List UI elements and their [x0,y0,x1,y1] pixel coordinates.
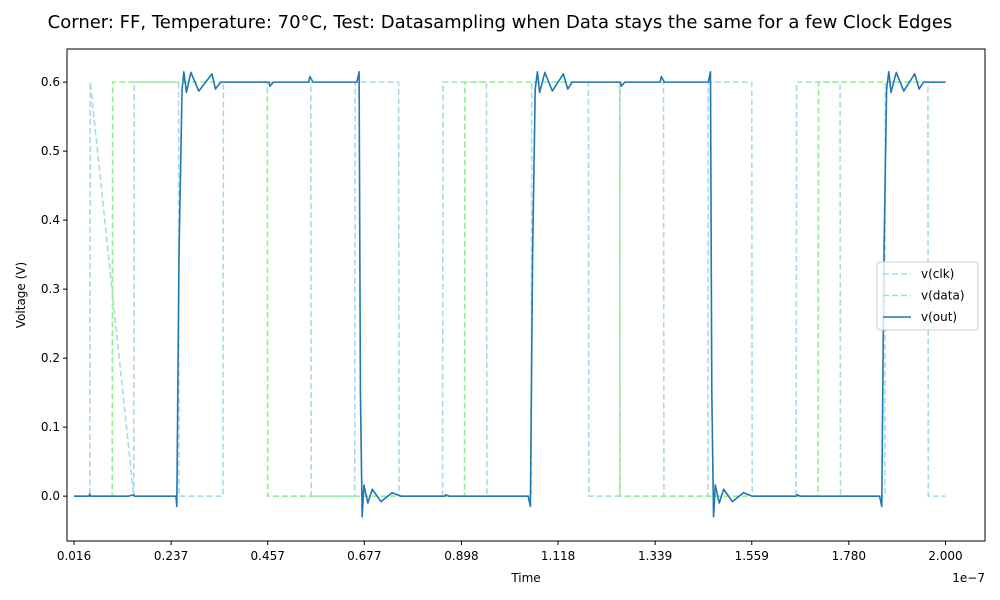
x-tick-label: 1.339 [638,549,672,563]
y-tick-label: 0.3 [41,282,60,296]
legend-label: v(out) [921,310,957,324]
legend-label: v(clk) [921,267,954,281]
x-tick-label: 2.000 [928,549,962,563]
x-tick-label: 0.677 [347,549,381,563]
x-axis-label: Time [510,571,540,585]
chart-title: Corner: FF, Temperature: 70°C, Test: Dat… [48,12,953,33]
plot-area [66,48,986,542]
y-tick-label: 0.6 [41,75,60,89]
x-tick-label: 0.457 [251,549,285,563]
legend-label: v(data) [921,289,965,303]
series-line-v-data [74,81,946,497]
series-line-v-clk [74,81,946,497]
y-axis: 0.0 0.1 0.2 0.3 0.4 0.5 0.6 [41,75,67,503]
legend-box [876,261,979,331]
y-tick-label: 0.5 [41,144,60,158]
x-tick-label: 0.898 [444,549,478,563]
series-layer [74,70,946,518]
y-tick-label: 0.1 [41,420,60,434]
y-axis-label: Voltage (V) [14,262,28,328]
x-offset-text: 1e−7 [952,571,985,585]
x-tick-label: 1.118 [541,549,575,563]
x-tick-label: 1.559 [735,549,769,563]
x-tick-label: 1.780 [832,549,866,563]
plot-frame [66,48,986,542]
x-tick-label: 0.237 [154,549,188,563]
y-tick-label: 0.4 [41,213,60,227]
series-line-v-out [74,70,946,518]
y-tick-label: 0.0 [41,489,60,503]
legend: v(clk) v(data) v(out) [876,261,979,331]
y-tick-label: 0.2 [41,351,60,365]
x-tick-label: 0.016 [57,549,91,563]
x-axis: 0.016 0.237 0.457 0.677 0.898 1.118 1.339 1.559… [57,541,963,563]
